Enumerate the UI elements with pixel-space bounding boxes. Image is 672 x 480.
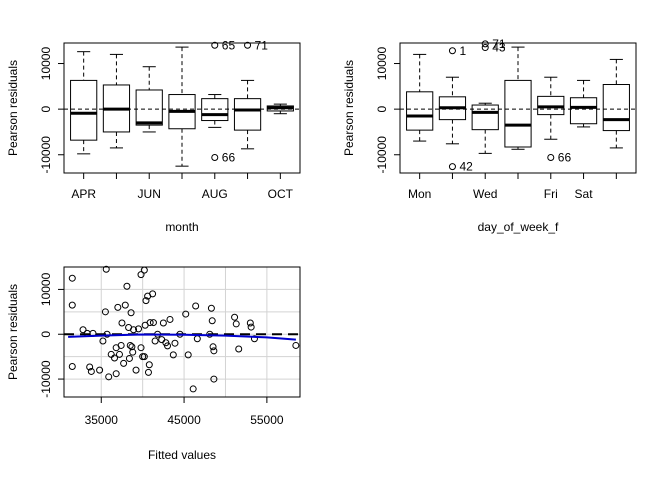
data-point <box>190 386 196 392</box>
data-point <box>145 369 151 375</box>
data-point <box>172 340 178 346</box>
x-tick-label: Sat <box>575 187 594 201</box>
outlier-point <box>548 154 554 160</box>
box-iqr <box>71 80 97 140</box>
x-tick-label: OCT <box>268 187 294 201</box>
y-axis-label: Pearson residuals <box>342 60 356 156</box>
data-point <box>236 346 242 352</box>
y-tick-label: 0 <box>39 105 53 112</box>
data-point <box>152 338 158 344</box>
box-iqr <box>136 90 162 125</box>
box-iqr <box>570 98 596 124</box>
y-tick-label: -10000 <box>39 360 53 398</box>
y-tick-label: 10000 <box>39 47 53 81</box>
box-jul <box>169 47 195 166</box>
x-axis-label: day_of_week_f <box>478 220 559 234</box>
x-tick-label: APR <box>71 187 96 201</box>
box-sep <box>234 80 260 148</box>
outlier-point <box>482 45 488 51</box>
data-point <box>160 320 166 326</box>
x-tick-label: Fri <box>544 187 558 201</box>
outlier-label: 66 <box>558 150 572 164</box>
box-aug <box>202 95 228 128</box>
data-point <box>248 324 254 330</box>
box-mon <box>407 54 433 141</box>
box-tue <box>439 77 465 144</box>
box-jun <box>136 67 162 132</box>
x-axis-label: month <box>165 220 198 234</box>
month-boxplot-panel: 65 71 66 APR JUN AUG OCT month -10000 0 10000 Pears… <box>6 38 300 234</box>
x-tick-label: JUN <box>138 187 161 201</box>
outlier-point <box>212 154 218 160</box>
data-point <box>128 310 134 316</box>
box-oct <box>267 104 293 114</box>
box-sun <box>603 59 629 147</box>
box-may <box>103 54 129 148</box>
data-point <box>159 337 165 343</box>
data-point <box>247 320 253 326</box>
data-point <box>211 348 217 354</box>
data-point <box>208 305 214 311</box>
y-tick-label: 0 <box>39 331 53 338</box>
data-point <box>232 314 238 320</box>
x-tick-label: 55000 <box>250 413 284 427</box>
data-point <box>133 367 139 373</box>
x-tick-label: AUG <box>202 187 228 201</box>
box-iqr <box>407 92 433 130</box>
x-tick-label: Mon <box>408 187 431 201</box>
box-wed <box>472 103 498 153</box>
y-axis-label: Pearson residuals <box>6 60 20 156</box>
data-point <box>146 362 152 368</box>
outlier-label: 66 <box>222 150 236 164</box>
x-axis-label: Fitted values <box>148 448 216 462</box>
box-iqr <box>505 80 531 147</box>
y-tick-label: 10000 <box>39 272 53 306</box>
data-point <box>113 371 119 377</box>
data-point <box>121 360 127 366</box>
box-thu <box>505 47 531 149</box>
data-point <box>193 303 199 309</box>
x-tick-label: 45000 <box>167 413 201 427</box>
data-point <box>167 316 173 322</box>
box-sat <box>570 80 596 127</box>
fitted-values-scatter-panel: 35000 45000 55000 Fitted values -10000 0 10000… <box>6 266 300 462</box>
outlier-point <box>449 48 455 54</box>
data-point <box>118 342 124 348</box>
y-tick-label: -10000 <box>39 136 53 174</box>
outlier-label: 42 <box>459 160 473 174</box>
data-point <box>209 318 215 324</box>
data-point <box>233 321 239 327</box>
data-point <box>69 364 75 370</box>
data-point <box>124 283 130 289</box>
data-point <box>115 304 121 310</box>
box-iqr <box>603 85 629 131</box>
data-point <box>293 342 299 348</box>
data-point <box>122 302 128 308</box>
data-point <box>194 336 200 342</box>
y-tick-label: 0 <box>375 105 389 112</box>
data-point <box>119 320 125 326</box>
y-tick-label: 10000 <box>375 47 389 81</box>
data-point <box>150 291 156 297</box>
data-point <box>69 302 75 308</box>
box-fri <box>538 77 564 139</box>
x-tick-label: 35000 <box>85 413 119 427</box>
outlier-point <box>449 164 455 170</box>
y-tick-label: -10000 <box>375 136 389 174</box>
outlier-label: 71 <box>255 38 269 52</box>
box-apr <box>71 52 97 154</box>
box-iqr <box>234 99 260 130</box>
outlier-label: 65 <box>222 38 236 52</box>
x-tick-label: Wed <box>473 187 497 201</box>
data-point <box>69 275 75 281</box>
y-axis-label: Pearson residuals <box>6 284 20 380</box>
outlier-label: 1 <box>459 44 466 58</box>
data-point <box>210 344 216 350</box>
